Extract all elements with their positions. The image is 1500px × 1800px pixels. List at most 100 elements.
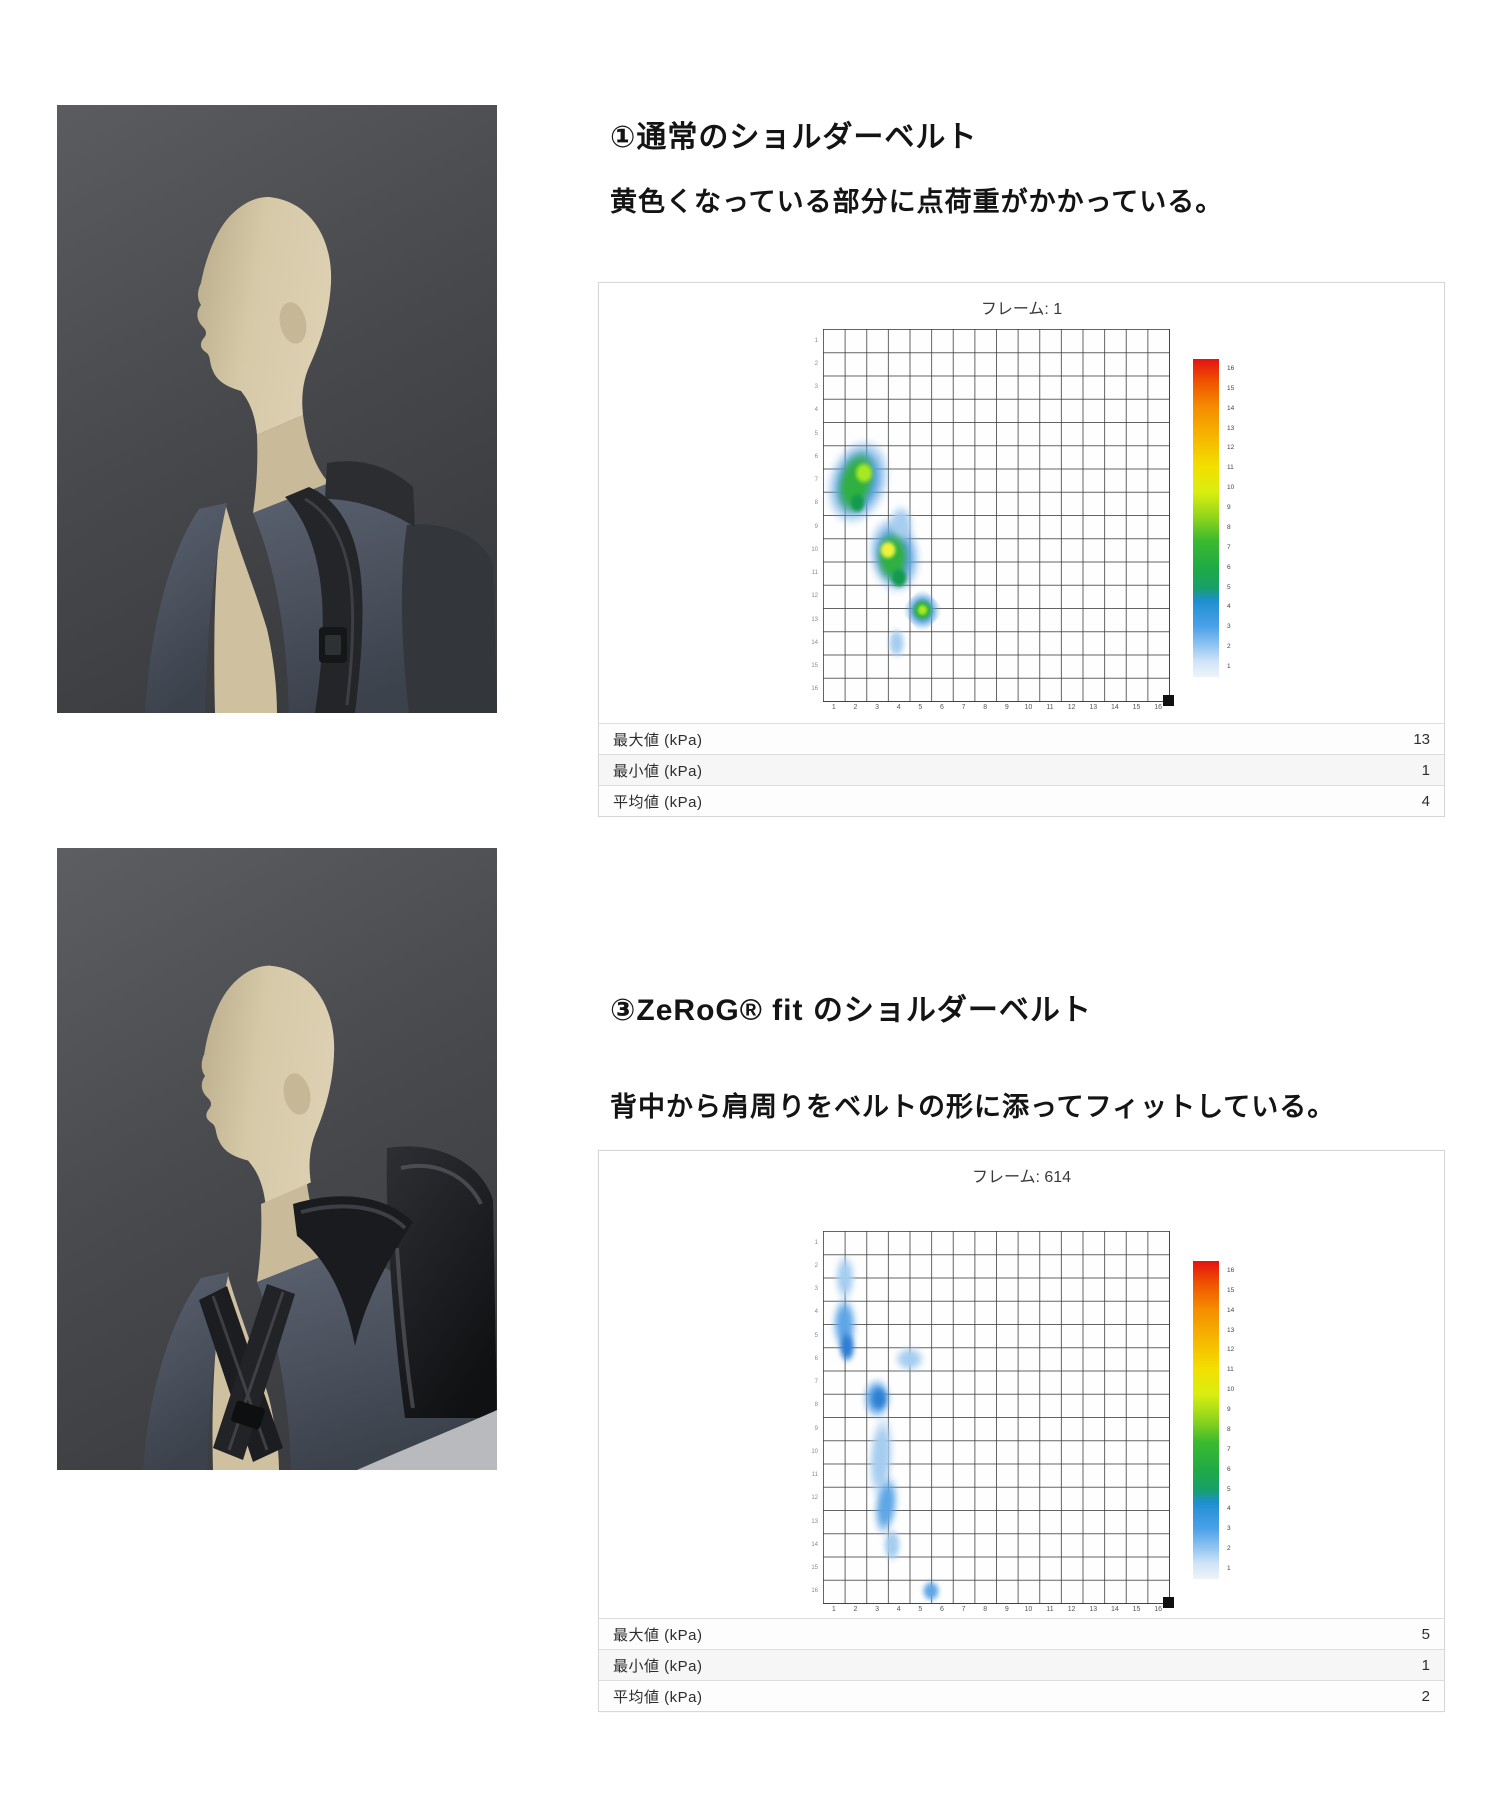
stat-label: 最大値 (kPa) bbox=[613, 1626, 703, 1644]
stat-row: 平均値 (kPa) 4 bbox=[599, 785, 1444, 816]
pressure-blob bbox=[846, 489, 869, 518]
colorbar-tick-label: 1 bbox=[1227, 1564, 1231, 1572]
x-tick-label: 1 bbox=[831, 1606, 836, 1613]
strap-buckle bbox=[231, 1400, 265, 1430]
pressure-blob bbox=[861, 1399, 902, 1514]
colorbar-tick-label: 4 bbox=[1227, 1505, 1231, 1513]
y-tick-label: 13 bbox=[811, 1518, 818, 1525]
pressure-blob bbox=[835, 1326, 858, 1369]
pressure-blob bbox=[829, 1289, 860, 1359]
pressure-blob bbox=[858, 1371, 896, 1426]
y-tick-label: 10 bbox=[811, 1448, 818, 1455]
x-axis-ticks: 1 2 3 4 5 6 7 8 9 10 11 12 13 14 15 16 bbox=[823, 704, 1169, 716]
backpack-body bbox=[386, 1146, 497, 1418]
shoulder-strap-highlight bbox=[300, 1204, 407, 1230]
y-tick-label: 2 bbox=[814, 1262, 818, 1269]
x-tick-label: 13 bbox=[1089, 1606, 1098, 1613]
x-tick-label: 11 bbox=[1046, 1606, 1054, 1613]
mannequin-neck bbox=[257, 1184, 333, 1282]
y-tick-label: 5 bbox=[814, 1332, 818, 1339]
stat-row: 最大値 (kPa) 13 bbox=[599, 723, 1444, 754]
y-tick-label: 2 bbox=[814, 360, 818, 367]
x-tick-label: 15 bbox=[1132, 704, 1141, 711]
strap-buckle-inner bbox=[325, 635, 341, 655]
x-tick-label: 8 bbox=[983, 704, 988, 711]
y-tick-label: 9 bbox=[814, 1425, 818, 1432]
pressure-blob bbox=[868, 1383, 891, 1414]
x-tick-label: 3 bbox=[875, 704, 880, 711]
y-tick-label: 6 bbox=[814, 453, 818, 460]
stat-row: 最小値 (kPa) 1 bbox=[599, 754, 1444, 785]
colorbar-tick-label: 6 bbox=[1227, 1465, 1231, 1473]
mannequin-chest bbox=[214, 503, 277, 713]
x-tick-label: 2 bbox=[853, 1606, 858, 1613]
section2-subtitle: 背中から肩周りをベルトの形に添ってフィットしている。 bbox=[610, 1092, 1336, 1122]
y-tick-label: 14 bbox=[811, 639, 818, 646]
colorbar-tick-label: 10 bbox=[1227, 1385, 1235, 1393]
y-tick-label: 16 bbox=[811, 686, 818, 693]
y-axis-ticks: 1 2 3 4 5 6 7 8 9 10 11 12 13 14 15 16 bbox=[808, 1231, 818, 1603]
colorbar-tick-label: 8 bbox=[1227, 523, 1231, 531]
plot-area: 1 2 3 4 5 6 7 8 9 10 11 12 13 14 15 16 1 2 3 4 5 6 7 8 9 10 11 12 1… bbox=[811, 1231, 1174, 1613]
heatmap-grid bbox=[823, 1231, 1170, 1606]
mannequin-ear bbox=[283, 1073, 311, 1115]
colorbar-tick-label: 1 bbox=[1227, 662, 1231, 670]
pressure-blob bbox=[870, 523, 914, 591]
y-tick-label: 1 bbox=[814, 1239, 818, 1246]
y-tick-label: 7 bbox=[814, 477, 818, 484]
colorbar-tick-label: 14 bbox=[1227, 404, 1235, 412]
pressure-blob bbox=[854, 500, 935, 609]
stat-label: 最大値 (kPa) bbox=[613, 731, 703, 749]
x-tick-label: 11 bbox=[1046, 704, 1054, 711]
y-tick-label: 11 bbox=[811, 1472, 818, 1479]
y-tick-label: 1 bbox=[814, 337, 818, 344]
mannequin-head bbox=[197, 197, 332, 435]
pressure-blob bbox=[890, 1342, 929, 1376]
colorbar bbox=[1193, 359, 1219, 677]
x-tick-label: 8 bbox=[983, 1606, 988, 1613]
y-tick-label: 9 bbox=[814, 523, 818, 530]
colorbar-tick-label: 8 bbox=[1227, 1425, 1231, 1433]
stat-label: 平均値 (kPa) bbox=[613, 793, 703, 811]
x-tick-label: 16 bbox=[1154, 704, 1163, 711]
x-tick-label: 1 bbox=[831, 704, 836, 711]
x-tick-label: 6 bbox=[939, 1606, 944, 1613]
backpack-top-strap bbox=[325, 461, 415, 527]
x-tick-label: 10 bbox=[1024, 704, 1033, 711]
colorbar-tick-label: 9 bbox=[1227, 1405, 1231, 1413]
mannequin-photo-illustration bbox=[57, 848, 497, 1470]
x-tick-label: 9 bbox=[1004, 704, 1009, 711]
stat-row: 最大値 (kPa) 5 bbox=[599, 1618, 1444, 1649]
x-tick-label: 9 bbox=[1004, 1606, 1009, 1613]
section1-subtitle: 黄色くなっている部分に点荷重がかかっている。 bbox=[610, 187, 1224, 217]
colorbar-tick-label: 11 bbox=[1227, 1366, 1234, 1374]
y-tick-label: 11 bbox=[811, 570, 818, 577]
backpack-gloss bbox=[395, 1163, 483, 1409]
y-tick-label: 3 bbox=[814, 1286, 818, 1293]
colorbar-tick-label: 16 bbox=[1227, 1266, 1235, 1274]
x-tick-label: 15 bbox=[1132, 1606, 1141, 1613]
colorbar-tick-label: 7 bbox=[1227, 543, 1231, 551]
pressure-blob bbox=[914, 602, 931, 619]
y-tick-label: 3 bbox=[814, 384, 818, 391]
x-tick-label: 10 bbox=[1024, 1606, 1033, 1613]
chart-title: フレーム: 1 bbox=[980, 301, 1063, 318]
pressure-blob bbox=[802, 416, 913, 549]
photo-zerog-fit-shoulder-belt bbox=[57, 848, 497, 1470]
y-tick-label: 12 bbox=[811, 1495, 818, 1502]
stat-label: 最小値 (kPa) bbox=[613, 762, 703, 780]
x-tick-label: 14 bbox=[1111, 704, 1119, 711]
pressure-blob bbox=[886, 563, 911, 592]
x-tick-label: 5 bbox=[918, 704, 923, 711]
heatmap-grid bbox=[802, 329, 1170, 702]
stats-rows: 最大値 (kPa) 5 最小値 (kPa) 1 平均値 (kPa) 2 bbox=[599, 1618, 1444, 1711]
colorbar-tick-label: 2 bbox=[1227, 1544, 1231, 1552]
y-tick-label: 8 bbox=[814, 500, 818, 507]
pressure-blob bbox=[875, 537, 900, 563]
x-tick-label: 7 bbox=[961, 1606, 966, 1613]
x-tick-label: 12 bbox=[1067, 704, 1076, 711]
x-axis-ticks: 1 2 3 4 5 6 7 8 9 10 11 12 13 14 15 16 bbox=[823, 1606, 1169, 1618]
x-tick-label: 13 bbox=[1089, 704, 1098, 711]
